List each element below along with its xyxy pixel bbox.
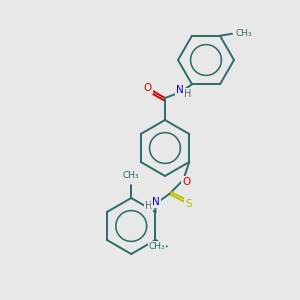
- Text: N: N: [152, 197, 160, 207]
- Text: N: N: [176, 85, 184, 95]
- Text: O: O: [182, 177, 190, 187]
- Text: H: H: [145, 201, 152, 211]
- Text: H: H: [184, 89, 192, 99]
- Text: O: O: [144, 83, 152, 93]
- Text: S: S: [185, 199, 192, 209]
- Text: CH₃: CH₃: [148, 242, 165, 251]
- Text: CH₃: CH₃: [236, 29, 253, 38]
- Text: CH₃: CH₃: [123, 172, 140, 181]
